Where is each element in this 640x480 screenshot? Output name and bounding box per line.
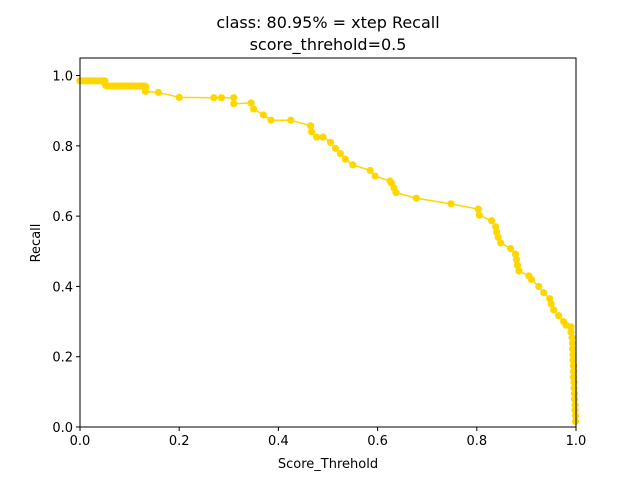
y-tick-label: 0.6: [52, 210, 73, 225]
x-tick-label: 1.0: [566, 434, 587, 449]
recall-data-point: [336, 149, 344, 158]
recall-data-point: [550, 306, 558, 314]
y-axis-label: Recall: [29, 224, 44, 263]
recall-data-point: [287, 116, 295, 124]
recall-data-point: [571, 406, 579, 414]
recall-data-point: [569, 373, 578, 381]
recall-data-point: [569, 356, 577, 364]
recall-data-point: [568, 334, 576, 342]
recall-data-point: [259, 111, 268, 119]
recall-data-point: [494, 233, 502, 241]
recall-data-point: [412, 194, 420, 202]
recall-data-point: [267, 116, 275, 124]
recall-data-point: [307, 122, 315, 130]
recall-data-point: [497, 239, 505, 247]
recall-data-point: [515, 267, 523, 275]
plot-area: [76, 77, 580, 425]
recall-data-point: [392, 189, 400, 197]
recall-data-point: [319, 133, 327, 141]
recall-data-point: [569, 351, 577, 359]
recall-data-point: [141, 87, 150, 95]
x-axis-ticks: 0.0 0.2 0.4 0.6 0.8 1.0: [70, 427, 587, 449]
recall-data-point: [488, 217, 496, 225]
y-tick-label: 0.0: [52, 421, 73, 436]
x-tick-label: 0.0: [70, 434, 91, 449]
recall-data-point: [547, 300, 555, 308]
recall-data-point: [540, 289, 548, 297]
recall-data-point: [217, 94, 225, 102]
recall-data-point: [247, 99, 255, 107]
x-tick-label: 0.4: [268, 434, 289, 449]
x-axis-label: Score_Threhold: [278, 457, 378, 472]
recall-data-point: [568, 339, 577, 347]
chart-title-line-1: class: 80.95% = xtep Recall: [216, 13, 439, 32]
recall-data-point: [511, 250, 520, 258]
recall-data-point: [312, 133, 321, 141]
y-axis-ticks: 0.0 0.2 0.4 0.6 0.8 1.0: [52, 70, 80, 436]
recall-data-point: [154, 88, 162, 97]
recall-data-point: [568, 345, 577, 353]
recall-data-point: [371, 172, 379, 180]
recall-data-point: [571, 401, 579, 409]
recall-data-point: [474, 205, 482, 213]
recall-data-point: [331, 144, 340, 152]
recall-data-point: [475, 211, 483, 219]
recall-data-point: [210, 94, 218, 102]
y-tick-label: 0.4: [52, 280, 73, 295]
recall-data-point: [506, 244, 515, 253]
x-tick-label: 0.2: [169, 434, 190, 449]
recall-data-point: [250, 105, 258, 113]
chart-title-line-2: score_threhold=0.5: [250, 35, 407, 55]
recall-data-point: [535, 282, 543, 291]
recall-data-point: [527, 275, 535, 283]
y-tick-label: 0.2: [52, 351, 73, 366]
recall-data-point: [447, 200, 455, 208]
recall-data-point: [555, 312, 563, 320]
recall-data-point: [512, 256, 521, 264]
recall-data-point: [567, 323, 575, 331]
y-tick-label: 0.8: [52, 140, 73, 155]
recall-data-point: [175, 93, 183, 101]
recall-data-point: [230, 94, 238, 102]
axes-frame: [79, 57, 577, 428]
recall-data-point: [230, 100, 238, 108]
recall-data-point: [569, 362, 578, 370]
recall-data-point: [513, 261, 522, 269]
x-tick-label: 0.8: [466, 434, 487, 449]
recall-data-point: [567, 328, 575, 336]
recall-data-point: [326, 138, 335, 146]
recall-data-point: [341, 155, 349, 163]
x-tick-label: 0.6: [367, 434, 388, 449]
recall-data-point: [366, 166, 374, 175]
recall-data-point: [569, 367, 578, 376]
recall-data-point: [308, 128, 316, 136]
recall-data-point: [349, 161, 357, 169]
y-tick-label: 1.0: [52, 70, 73, 85]
